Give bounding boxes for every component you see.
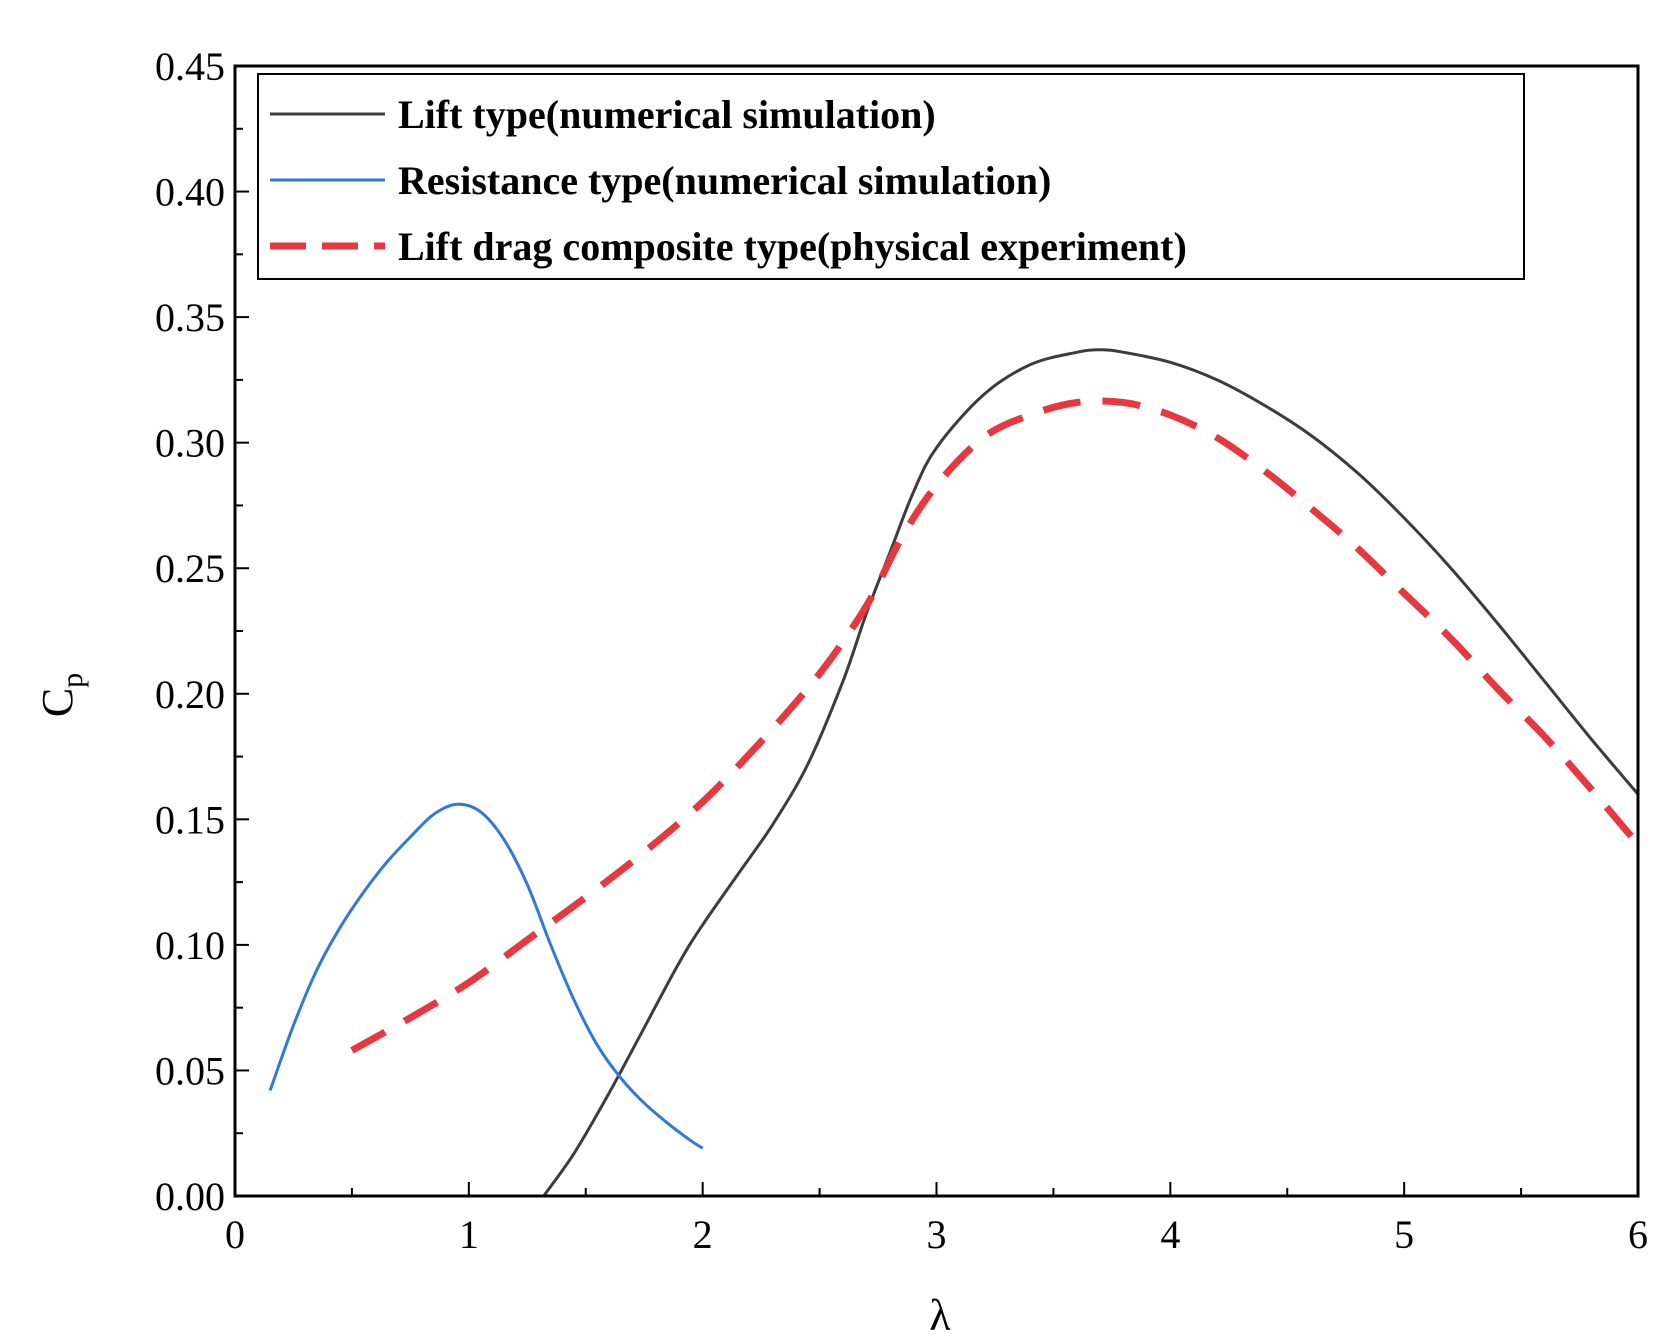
y-tick-label: 0.05 [155, 1048, 225, 1093]
x-tick-label: 3 [927, 1212, 947, 1257]
y-tick-label: 0.30 [155, 421, 225, 466]
y-axis-title-main: C [33, 688, 82, 717]
x-tick-label: 1 [459, 1212, 479, 1257]
y-tick-label: 0.35 [155, 295, 225, 340]
series-layer [268, 348, 1641, 1197]
y-tick-label: 0.20 [155, 672, 225, 717]
y-tick-label: 0.40 [155, 170, 225, 215]
legend: Lift type(numerical simulation) Resistan… [257, 73, 1525, 280]
y-tick-label: 0.10 [155, 923, 225, 968]
x-tick-label: 0 [225, 1212, 245, 1257]
y-tick-label: 0.45 [155, 44, 225, 89]
legend-box [257, 73, 1525, 280]
legend-label-resistance: Resistance type(numerical simulation) [398, 158, 1051, 203]
y-tick-label: 0.15 [155, 797, 225, 842]
x-tick-label: 4 [1160, 1212, 1180, 1257]
series-composite-line [350, 397, 1641, 1054]
ticks-layer: 0 1 2 3 4 5 6 0.00 0.05 0.10 0.15 0.20 0.25 0.30 0.35 0… [155, 44, 1648, 1257]
legend-label-composite: Lift drag composite type(physical experi… [398, 224, 1187, 269]
x-tick-label: 6 [1628, 1212, 1648, 1257]
y-tick-label: 0.00 [155, 1174, 225, 1219]
x-axis-title: λ [929, 1291, 951, 1339]
y-axis-title: Cp [33, 673, 89, 717]
series-resistance-line [268, 802, 704, 1150]
y-tick-label: 0.25 [155, 546, 225, 591]
x-tick-label: 5 [1394, 1212, 1414, 1257]
y-axis-title-sub: p [56, 673, 89, 688]
series-lift-line [542, 348, 1640, 1197]
x-tick-label: 2 [693, 1212, 713, 1257]
svg-text:Cp: Cp [33, 673, 89, 717]
legend-label-lift: Lift type(numerical simulation) [398, 92, 936, 137]
